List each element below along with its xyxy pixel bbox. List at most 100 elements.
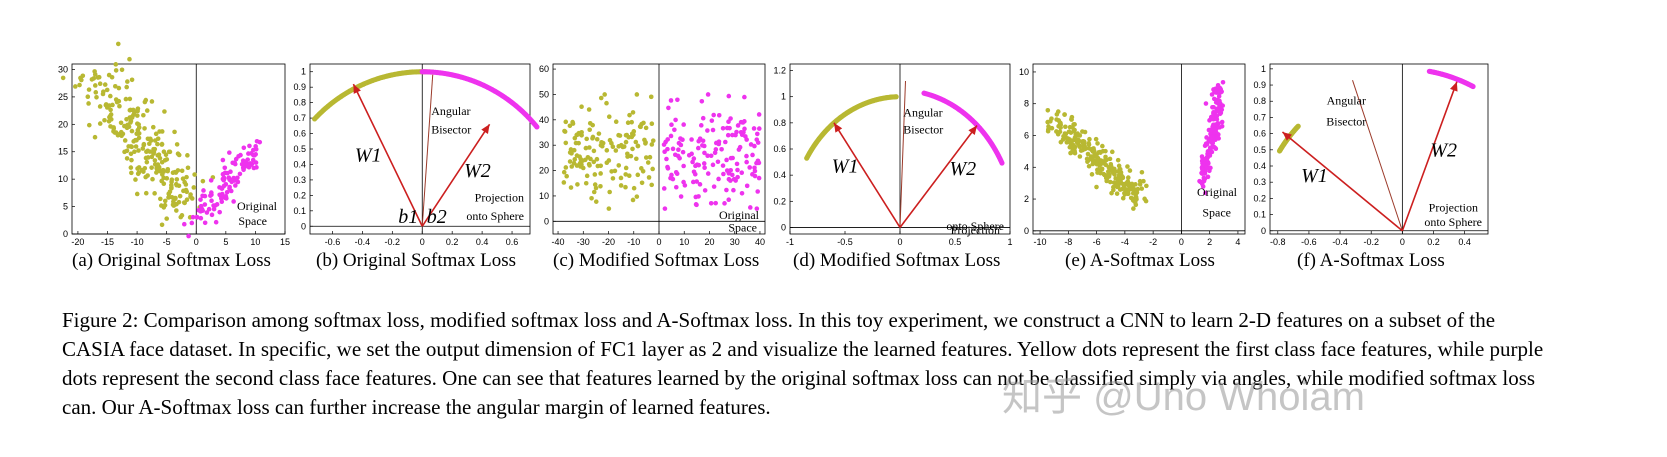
class2-point — [709, 118, 715, 123]
class2-point — [1203, 190, 1208, 196]
class2-point — [665, 137, 671, 142]
scatter-plot-c: -40 -30 -20 -10 0 10 20 30 40 0 10 20 30 40 50 60 Origin… — [539, 63, 766, 247]
class1-point — [630, 197, 636, 203]
class2-point — [202, 220, 208, 226]
class2-point — [744, 183, 750, 189]
class1-point — [144, 159, 150, 165]
class2-point — [246, 161, 252, 167]
x-tick-label: -0.5 — [837, 237, 853, 247]
class1-point — [613, 148, 619, 153]
class1-point — [119, 67, 125, 73]
class1-point — [149, 99, 155, 104]
class1-point — [646, 175, 652, 180]
scatter-plot-a: -20 -15 -10 -5 0 5 10 15 0 5 10 15 20 25 30 OriginalSpa… — [58, 41, 290, 247]
class1-point — [616, 163, 622, 168]
class1-point — [113, 97, 119, 102]
x-tick-label: 0 — [656, 237, 661, 247]
class1-point — [142, 99, 148, 105]
class1-point — [108, 124, 113, 129]
class1-point — [123, 96, 129, 102]
x-tick-label: -20 — [71, 237, 84, 247]
class2-point — [1211, 96, 1217, 102]
class1-point — [604, 100, 609, 106]
class2-point — [661, 186, 667, 191]
class2-point — [1208, 127, 1214, 133]
class1-point — [135, 121, 140, 126]
class2-point — [677, 155, 682, 161]
x-tick-label: 0.4 — [476, 237, 489, 247]
class1-point — [579, 104, 584, 110]
class1-point — [649, 142, 655, 147]
class1-point — [129, 170, 134, 176]
class1-point — [149, 154, 155, 160]
subcaption-d: (d) Modified Softmax Loss — [793, 250, 1001, 271]
class1-point — [134, 191, 140, 197]
class2-point — [213, 203, 218, 208]
class2-point — [220, 157, 226, 163]
class1-point — [142, 126, 147, 131]
class1-point — [124, 156, 130, 161]
class2-point — [198, 215, 204, 221]
x-tick-label: 2 — [1207, 237, 1212, 247]
class1-point — [1069, 116, 1074, 122]
subcaption-f: (f) A-Softmax Loss — [1297, 250, 1445, 271]
plot-panel-c: -40 -30 -20 -10 0 10 20 30 40 0 10 20 30 40 50 60 Origin… — [0, 0, 780, 247]
class2-point — [247, 143, 252, 149]
angular-bisector — [1352, 80, 1403, 231]
class2-point — [1209, 116, 1215, 122]
class1-point — [1080, 129, 1085, 134]
class2-point — [696, 194, 701, 199]
class2-point — [201, 188, 206, 193]
weight-label-w1: W1 — [1301, 165, 1328, 187]
class1-point — [577, 160, 583, 166]
class2-point — [664, 156, 669, 162]
x-tick-label: 40 — [755, 237, 765, 247]
y-tick-label: 1 — [781, 92, 786, 102]
y-tick-label: 30 — [58, 64, 68, 74]
class2-point — [750, 152, 755, 158]
class1-point — [92, 83, 98, 88]
class2-point — [237, 171, 243, 177]
class2-point — [742, 94, 747, 100]
class1-point — [1276, 148, 1283, 154]
class1-point — [1110, 170, 1116, 175]
class2-point — [740, 120, 746, 125]
y-tick-label: 0.4 — [293, 159, 306, 169]
class1-point — [804, 155, 810, 161]
class2-point — [235, 179, 241, 185]
class2-point — [245, 157, 250, 162]
class1-point — [1107, 156, 1113, 162]
class2-point — [254, 165, 259, 170]
class1-point — [1099, 166, 1105, 172]
class2-point — [1201, 178, 1206, 184]
class1-point — [97, 104, 103, 109]
annotation-bisector: Bisector — [1326, 115, 1366, 129]
class2-point — [720, 163, 726, 168]
class2-point — [755, 189, 760, 194]
class1-point — [94, 94, 99, 100]
class2-point — [710, 127, 716, 133]
annotation-angular: Angular — [1327, 93, 1366, 107]
class2-point — [730, 172, 735, 178]
class1-point — [127, 96, 133, 102]
class2-point — [693, 202, 699, 207]
class2-point — [219, 186, 225, 191]
class1-point — [1091, 146, 1096, 151]
class2-point — [231, 175, 236, 181]
bias-label-b2: b2 — [427, 206, 447, 228]
class1-point — [1085, 151, 1091, 157]
class1-point — [180, 176, 186, 181]
class2-point — [756, 175, 762, 181]
class2-point — [231, 199, 236, 204]
class1-point — [1045, 107, 1051, 113]
class2-point — [719, 147, 724, 152]
class2-point — [716, 112, 722, 118]
x-tick-label: -15 — [101, 237, 114, 247]
class2-point — [675, 97, 680, 103]
class1-point — [587, 127, 592, 133]
class1-point — [174, 142, 180, 147]
class1-point — [599, 143, 605, 149]
class1-point — [575, 182, 580, 187]
class1-point — [164, 176, 170, 181]
class2-point — [708, 153, 714, 159]
